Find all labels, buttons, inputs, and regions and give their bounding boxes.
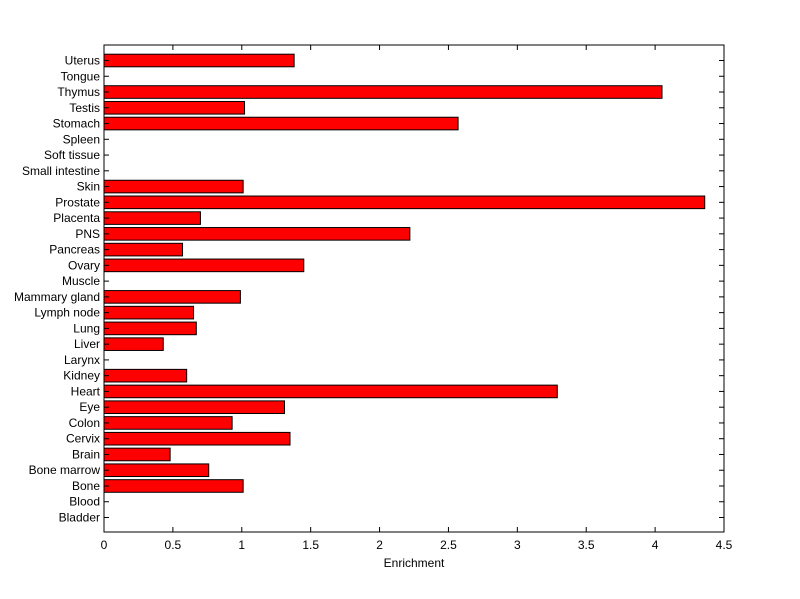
bar-bone [103, 479, 244, 493]
y-tick-label: Muscle [62, 274, 100, 288]
y-tick-label: Spleen [63, 132, 100, 146]
y-tick-label: Brain [72, 447, 100, 461]
bar-prostate [103, 195, 706, 210]
bar-placenta [103, 211, 201, 225]
y-tick-label: Prostate [55, 195, 100, 209]
x-tick-label: 2.5 [440, 538, 457, 552]
y-tick-label: Bladder [59, 511, 100, 525]
bar-lung [103, 321, 197, 336]
bar-liver [103, 337, 164, 351]
y-tick-label: Stomach [53, 117, 100, 131]
y-tick-label: Larynx [64, 353, 100, 367]
bar-stomach [103, 116, 459, 131]
bar-mammary-gland [103, 290, 241, 304]
x-tick-label: 0 [101, 538, 108, 552]
x-ticks-group: 0 0.5 1 1.5 2 2.5 3 3.5 4 4.5 [101, 45, 733, 552]
y-tick-label: Lymph node [34, 306, 100, 320]
y-tick-label: Blood [69, 495, 100, 509]
y-tick-label: Liver [74, 337, 100, 351]
y-tick-label: Skin [77, 180, 100, 194]
y-tick-label: Uterus [65, 54, 100, 68]
x-tick-label: 0.5 [165, 538, 182, 552]
x-tick-label: 3 [514, 538, 521, 552]
bar-thymus [103, 85, 663, 99]
x-axis-title: Enrichment [384, 556, 445, 570]
y-tick-label: Colon [69, 416, 100, 430]
y-tick-label: Bone marrow [29, 463, 101, 477]
x-tick-label: 2 [376, 538, 383, 552]
y-tick-label: Lung [73, 321, 100, 335]
bar-pns [103, 227, 411, 241]
bar-bone-marrow [103, 463, 210, 478]
bar-kidney [103, 368, 188, 383]
bar-eye [103, 400, 285, 414]
y-tick-label: Eye [79, 400, 100, 414]
bar-pancreas [103, 242, 184, 257]
x-tick-label: 4.5 [716, 538, 733, 552]
y-tick-label: Thymus [57, 85, 100, 99]
y-tick-label: Ovary [68, 258, 100, 272]
x-tick-label: 1.5 [302, 538, 319, 552]
bar-uterus [103, 53, 295, 68]
bar-colon [103, 416, 233, 430]
y-tick-label: Mammary gland [14, 290, 100, 304]
y-tick-label: Tongue [61, 69, 101, 83]
y-tick-label: Cervix [66, 432, 100, 446]
y-tick-label: PNS [75, 227, 100, 241]
y-tick-label: Placenta [53, 211, 100, 225]
bar-skin [103, 179, 244, 194]
bars-group [103, 53, 706, 493]
bar-heart [103, 384, 558, 399]
y-tick-label: Small intestine [22, 164, 100, 178]
bar-cervix [103, 431, 291, 446]
y-tick-label: Soft tissue [44, 148, 100, 162]
x-tick-label: 3.5 [578, 538, 595, 552]
y-tick-label: Testis [69, 101, 100, 115]
y-tick-label: Kidney [63, 369, 100, 383]
bar-ovary [103, 258, 305, 273]
bar-brain [103, 447, 171, 462]
bar-lymph-node [103, 305, 195, 320]
y-tick-label: Pancreas [49, 243, 100, 257]
y-tick-label: Bone [72, 479, 100, 493]
x-tick-label: 1 [238, 538, 245, 552]
bar-testis [103, 100, 246, 115]
x-tick-label: 4 [652, 538, 659, 552]
y-tick-label: Heart [71, 384, 101, 398]
